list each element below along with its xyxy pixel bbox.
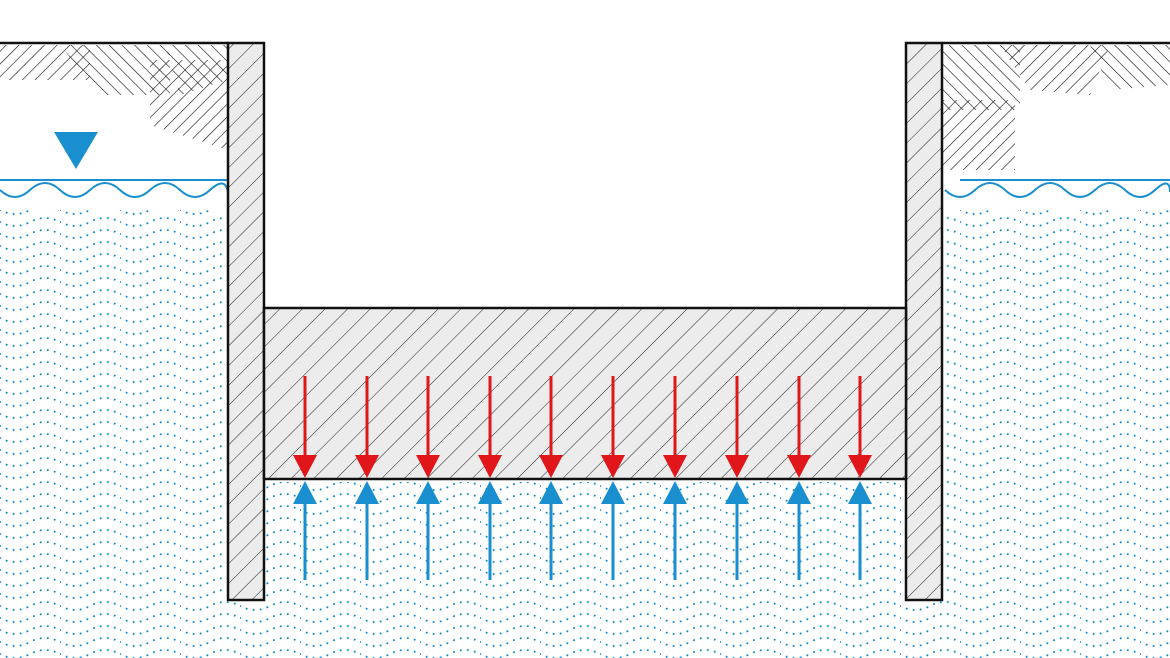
groundwater [0,210,228,658]
water-level [0,179,1170,198]
groundwater [942,210,1170,658]
soil-right [942,45,1170,170]
base-slab [262,306,908,481]
left-wall [226,41,266,602]
soil-left [0,45,228,150]
load-arrows [293,376,872,478]
right-wall [904,41,944,602]
groundwater [228,482,942,658]
water-level-symbol [54,132,98,169]
uplift-arrows [293,481,872,580]
